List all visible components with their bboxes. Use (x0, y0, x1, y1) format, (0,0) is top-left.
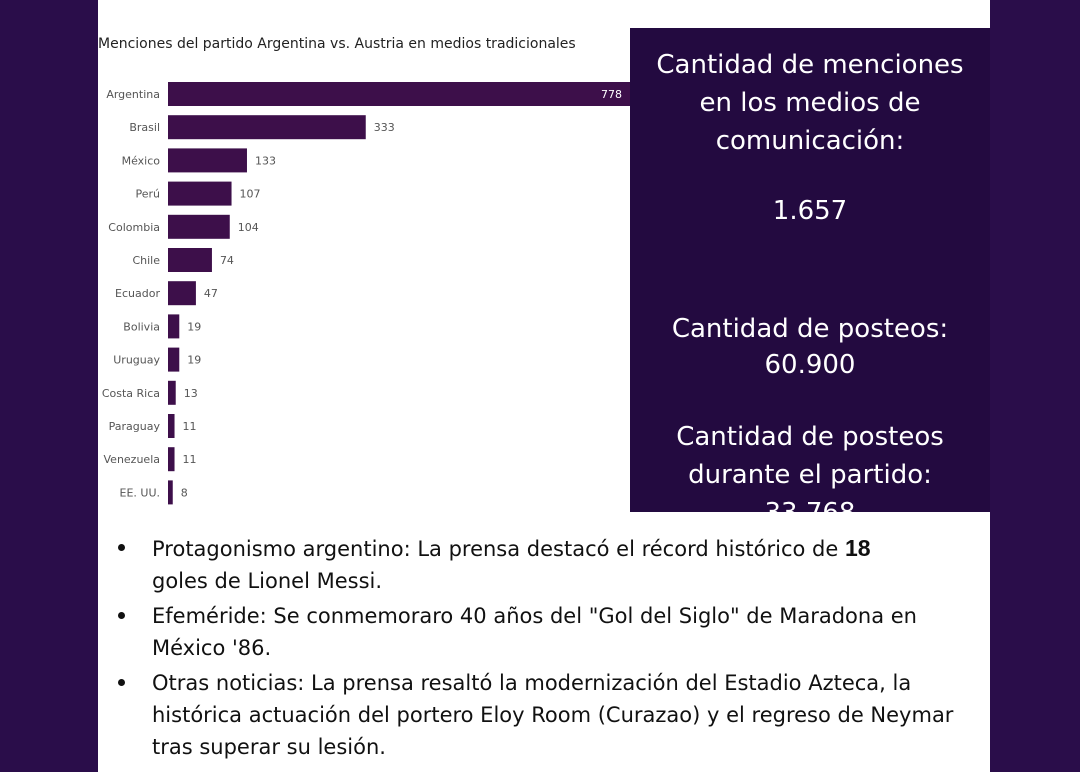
value-label-colombia: 104 (238, 221, 259, 234)
value-label-ee-uu: 8 (181, 486, 188, 499)
chart-title: Menciones del partido Argentina vs. Aust… (98, 36, 576, 52)
mentions-label: Cantidad de menciones en los medios de c… (656, 50, 964, 156)
bar-per (168, 181, 232, 206)
bullet-item-otras: Otras noticias: La prensa resaltó la mod… (114, 667, 990, 763)
value-label-chile: 74 (220, 254, 234, 267)
category-label-ecuador: Ecuador (115, 287, 160, 300)
value-label-argentina: 778 (601, 88, 622, 101)
record-number: 18 (844, 535, 871, 561)
category-label-venezuela: Venezuela (104, 453, 161, 466)
value-label-ecuador: 47 (204, 287, 218, 300)
value-label-m-xico: 133 (255, 154, 276, 167)
value-label-per: 107 (240, 188, 261, 201)
bar-colombia (168, 214, 230, 239)
bar-chile (168, 248, 212, 272)
bar-brasil (168, 115, 366, 140)
value-label-uruguay: 19 (187, 354, 201, 367)
bar-chart: Argentina 778 Brasil 333 México 133 Perú 107 Col… (102, 82, 630, 505)
bar-ecuador (168, 281, 196, 306)
category-label-m-xico: México (122, 154, 161, 167)
bar-m-xico (168, 148, 247, 173)
category-label-bolivia: Bolivia (123, 320, 160, 333)
category-label-ee-uu: EE. UU. (120, 486, 161, 499)
bar-venezuela (168, 447, 175, 472)
value-label-brasil: 333 (374, 121, 395, 134)
category-label-costa-rica: Costa Rica (102, 387, 160, 400)
bullet-list: Protagonismo argentino: La prensa destac… (114, 532, 990, 766)
category-label-brasil: Brasil (129, 121, 160, 134)
bar-paraguay (168, 414, 175, 438)
posts-value: 60.900 (764, 350, 856, 380)
category-label-chile: Chile (132, 254, 160, 267)
category-label-per: Perú (135, 188, 160, 201)
value-label-bolivia: 19 (187, 320, 201, 333)
value-label-paraguay: 11 (183, 420, 197, 433)
bar-bolivia (168, 314, 180, 339)
bullet-item-record-text: Protagonismo argentino: La prensa destac… (152, 537, 845, 561)
value-label-venezuela: 11 (183, 453, 197, 466)
bullet-item-efemeride: Efeméride: Se conmemoraro 40 años del "G… (114, 600, 990, 664)
posts-label: Cantidad de posteos: (671, 314, 949, 344)
category-label-uruguay: Uruguay (113, 354, 160, 367)
stats-panel: Cantidad de menciones en los medios de c… (630, 28, 990, 528)
bar-argentina (168, 82, 630, 106)
value-label-costa-rica: 13 (184, 387, 198, 400)
bullet-item-record-tail: goles de Lionel Messi. (152, 569, 383, 593)
slide: Menciones del partido Argentina vs. Aust… (98, 0, 990, 772)
category-label-colombia: Colombia (108, 221, 160, 234)
bar-costa-rica (168, 380, 176, 405)
bar-ee-uu (168, 480, 173, 505)
bullet-item-record: Protagonismo argentino: La prensa destac… (114, 532, 990, 597)
category-label-paraguay: Paraguay (109, 420, 161, 433)
bar-uruguay (168, 347, 180, 372)
match-posts-label: Cantidad de posteos durante el partido: … (676, 422, 944, 528)
category-label-argentina: Argentina (106, 88, 160, 101)
mentions-value: 1.657 (772, 196, 848, 226)
